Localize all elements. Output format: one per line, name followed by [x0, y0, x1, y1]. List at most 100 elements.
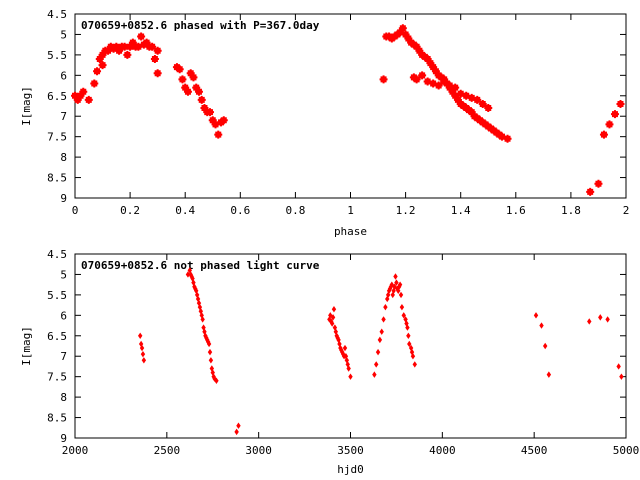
data-point [418, 71, 427, 80]
data-point [214, 377, 219, 384]
data-point [123, 50, 132, 59]
data-point [236, 422, 241, 429]
axis-ticks: 2000 2500 3000 3500 4000 4500 5000 4.5 5 5.5 6 6.5 7… [47, 248, 639, 457]
chart-title: 070659+0852.6 phased with P=367.0day [81, 19, 320, 32]
data-point [175, 65, 184, 74]
data-point [200, 316, 205, 323]
data-point [346, 365, 351, 372]
data-point [139, 344, 145, 352]
data-point [412, 361, 417, 368]
x-tick-label: 0 [72, 204, 79, 217]
y-tick-label: 5 [60, 268, 67, 281]
data-point [208, 357, 214, 364]
data-point [379, 328, 384, 335]
data-point [79, 87, 88, 96]
data-point [189, 73, 198, 82]
y-tick-label: 7.5 [47, 371, 67, 384]
data-point [598, 314, 603, 321]
data-point [372, 371, 377, 378]
data-point [410, 353, 416, 360]
data-point [137, 32, 146, 41]
data-point [440, 77, 449, 86]
data-point [141, 357, 147, 364]
data-point [120, 42, 129, 51]
x-tick-label: 5000 [613, 444, 640, 457]
data-point [150, 54, 159, 63]
data-point [399, 303, 405, 311]
data-point [374, 361, 379, 368]
y-tick-label: 6.5 [47, 90, 67, 103]
x-tick-label: 4000 [429, 444, 456, 457]
data-point [619, 373, 624, 380]
x-tick-label: 1.2 [396, 204, 416, 217]
data-point [331, 306, 337, 313]
data-point [434, 81, 443, 90]
data-point [533, 312, 539, 319]
data-point [586, 187, 595, 196]
x-tick-label: 0.8 [285, 204, 305, 217]
y-axis-label: I[mag] [20, 326, 33, 366]
data-point [330, 314, 336, 321]
x-tick-label: 3500 [337, 444, 364, 457]
x-tick-label: 3000 [245, 444, 272, 457]
x-tick-label: 1.8 [561, 204, 581, 217]
unphased-light-curve-plot: 070659+0852.6 not phased light curve hjd… [20, 248, 639, 476]
data-point [542, 342, 548, 350]
data-point [93, 67, 102, 76]
data-point [178, 75, 187, 84]
data-point [610, 110, 619, 119]
data-point [405, 324, 410, 331]
data-point [194, 291, 200, 299]
y-tick-label: 5.5 [47, 289, 67, 302]
data-point [383, 303, 388, 311]
x-tick-label: 0.4 [175, 204, 195, 217]
data-point [412, 75, 421, 84]
data-point [406, 332, 411, 339]
y-tick-label: 4.5 [47, 248, 67, 261]
x-tick-label: 4500 [521, 444, 548, 457]
data-point [342, 344, 348, 352]
data-point [197, 95, 206, 104]
y-tick-label: 7 [60, 110, 67, 123]
data-points [138, 267, 624, 436]
data-point [484, 104, 493, 113]
data-point [219, 116, 228, 125]
data-point [138, 332, 143, 339]
x-tick-label: 2 [623, 204, 630, 217]
x-tick-label: 2000 [62, 444, 89, 457]
y-tick-label: 8.5 [47, 412, 67, 425]
data-point [98, 61, 107, 70]
data-point [605, 316, 610, 323]
data-point [539, 322, 544, 329]
data-point [381, 316, 386, 323]
data-point [401, 312, 406, 319]
y-tick-label: 7 [60, 350, 67, 363]
data-point [194, 87, 203, 96]
data-point [183, 87, 192, 96]
data-point [398, 24, 407, 33]
data-point [599, 130, 608, 139]
data-point [605, 120, 614, 129]
y-tick-label: 6 [60, 309, 67, 322]
data-point [191, 279, 196, 286]
y-tick-label: 6.5 [47, 330, 67, 343]
y-axis-label: I[mag] [20, 86, 33, 126]
x-axis-label: hjd0 [337, 463, 364, 476]
data-point [207, 348, 213, 356]
data-point [503, 134, 512, 143]
data-point [153, 69, 162, 78]
data-point [377, 336, 383, 344]
data-point [397, 281, 403, 288]
data-point [153, 46, 162, 55]
data-point [185, 271, 191, 278]
x-tick-label: 1.6 [506, 204, 526, 217]
data-point [329, 320, 335, 327]
data-point [214, 130, 223, 139]
x-tick-label: 1 [347, 204, 354, 217]
data-point [206, 340, 212, 348]
data-points [71, 24, 625, 196]
y-tick-label: 8 [60, 151, 67, 164]
y-tick-label: 9 [60, 432, 67, 445]
data-point [594, 179, 603, 188]
